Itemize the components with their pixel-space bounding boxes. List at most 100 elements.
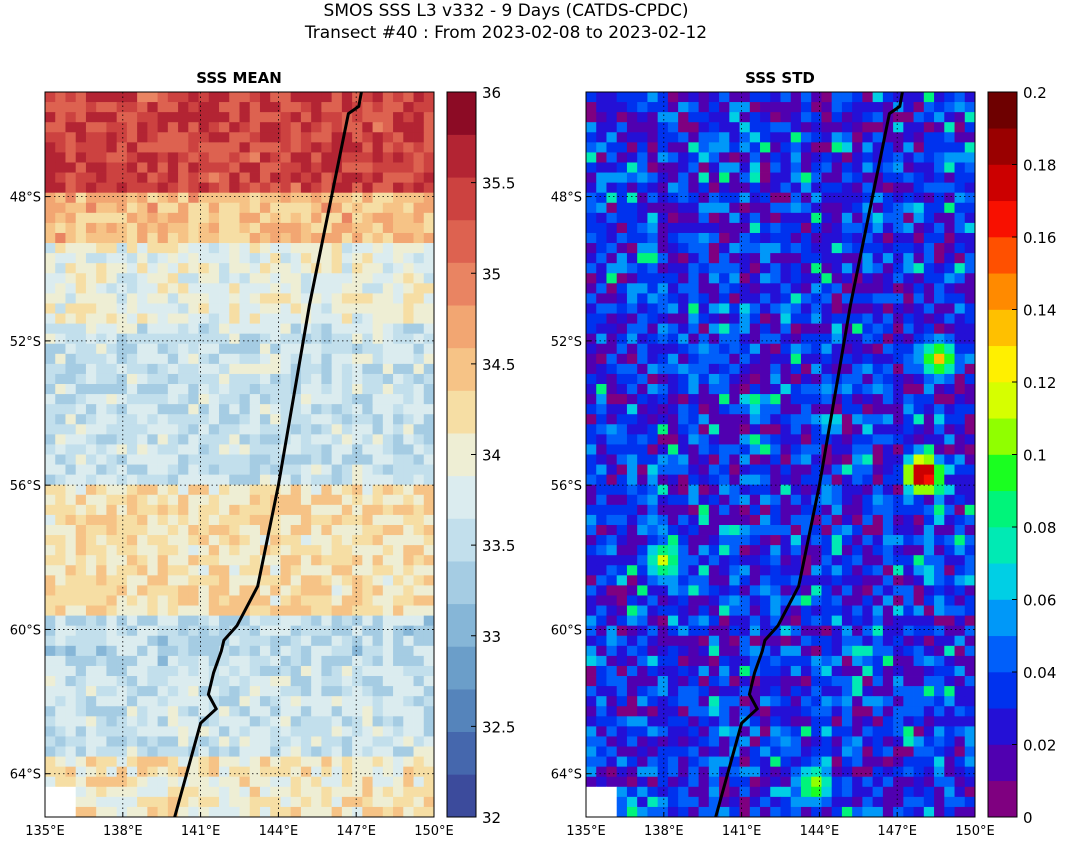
heatmap-cell <box>116 555 128 566</box>
heatmap-cell <box>831 253 843 264</box>
heatmap-cell <box>219 766 230 778</box>
heatmap-cell <box>157 424 169 435</box>
heatmap-cell <box>667 182 679 194</box>
heatmap-cell <box>944 363 955 375</box>
heatmap-cell <box>239 343 251 355</box>
heatmap-cell <box>954 212 966 224</box>
heatmap-cell <box>913 112 925 123</box>
heatmap-cell <box>45 555 56 566</box>
heatmap-cell <box>657 172 669 184</box>
heatmap-cell <box>852 615 863 627</box>
heatmap-cell <box>311 625 322 637</box>
heatmap-cell <box>157 112 169 123</box>
heatmap-cell <box>637 293 648 304</box>
heatmap-cell <box>85 806 97 818</box>
heatmap-cell <box>96 494 107 506</box>
heatmap-cell <box>606 253 618 264</box>
heatmap-cell <box>749 333 761 345</box>
heatmap-cell <box>667 595 679 606</box>
heatmap-cell <box>893 202 904 214</box>
heatmap-cell <box>116 756 128 768</box>
heatmap-cell <box>382 283 394 294</box>
heatmap-cell <box>403 625 414 637</box>
heatmap-cell <box>393 524 404 536</box>
heatmap-cell <box>280 474 292 486</box>
heatmap-cell <box>280 595 292 606</box>
heatmap-cell <box>259 635 271 647</box>
heatmap-cell <box>811 222 822 234</box>
heatmap-cell <box>147 353 159 365</box>
heatmap-cell <box>882 192 894 204</box>
heatmap-cell <box>616 424 628 435</box>
heatmap-cell <box>944 172 955 184</box>
heatmap-cell <box>637 353 648 365</box>
heatmap-cell <box>923 404 935 415</box>
heatmap-cell <box>55 635 66 647</box>
heatmap-cell <box>382 243 394 254</box>
heatmap-cell <box>45 182 56 194</box>
heatmap-cell <box>341 172 353 184</box>
heatmap-cell <box>667 605 679 617</box>
heatmap-cell <box>126 333 138 345</box>
heatmap-cell <box>321 545 333 556</box>
heatmap-cell <box>688 454 700 465</box>
heatmap-cell <box>413 142 425 153</box>
heatmap-cell <box>372 484 384 496</box>
heatmap-cell <box>821 273 833 284</box>
heatmap-cell <box>352 806 363 818</box>
heatmap-cell <box>393 555 404 566</box>
heatmap-cell <box>147 424 159 435</box>
heatmap-cell <box>280 514 292 526</box>
heatmap-cell <box>106 142 118 153</box>
heatmap-cell <box>719 645 730 657</box>
heatmap-cell <box>667 313 679 324</box>
heatmap-cell <box>944 192 955 204</box>
heatmap-cell <box>167 645 179 657</box>
heatmap-cell <box>137 655 148 667</box>
heatmap-cell <box>626 444 638 455</box>
heatmap-cell <box>903 464 914 476</box>
heatmap-cell <box>106 555 118 566</box>
heatmap-cell <box>188 615 199 627</box>
heatmap-cell <box>157 545 169 556</box>
heatmap-cell <box>667 545 679 556</box>
heatmap-cell <box>821 585 833 596</box>
heatmap-cell <box>85 343 97 355</box>
heatmap-cell <box>852 545 863 556</box>
heatmap-cell <box>55 323 66 335</box>
heatmap-cell <box>872 535 884 546</box>
heatmap-cell <box>259 132 271 143</box>
heatmap-cell <box>311 766 322 778</box>
heatmap-cell <box>372 635 384 647</box>
heatmap-cell <box>852 595 863 606</box>
heatmap-cell <box>208 655 220 667</box>
heatmap-cell <box>280 635 292 647</box>
heatmap-cell <box>637 434 648 445</box>
heatmap-cell <box>341 92 353 103</box>
heatmap-cell <box>321 726 333 737</box>
heatmap-cell <box>749 595 761 606</box>
heatmap-cell <box>913 474 925 486</box>
heatmap-cell <box>362 404 373 415</box>
heatmap-cell <box>208 575 220 586</box>
y-tick-label: 56°S <box>10 479 41 494</box>
heatmap-cell <box>362 303 373 314</box>
heatmap-cell <box>647 333 659 345</box>
heatmap-cell <box>586 92 597 103</box>
heatmap-cell <box>290 142 302 153</box>
heatmap-cell <box>259 404 271 415</box>
heatmap-cell <box>321 222 333 234</box>
heatmap-cell <box>178 796 189 808</box>
heatmap-cell <box>362 716 373 727</box>
heatmap-cell <box>729 444 740 455</box>
heatmap-cell <box>259 726 271 737</box>
heatmap-cell <box>811 504 822 516</box>
heatmap-cell <box>831 353 843 365</box>
heatmap-cell <box>300 524 312 536</box>
heatmap-cell <box>708 384 720 395</box>
heatmap-cell <box>85 575 97 586</box>
heatmap-cell <box>698 142 710 153</box>
heatmap-cell <box>964 132 976 143</box>
heatmap-cell <box>208 293 220 304</box>
heatmap-cell <box>688 524 700 536</box>
